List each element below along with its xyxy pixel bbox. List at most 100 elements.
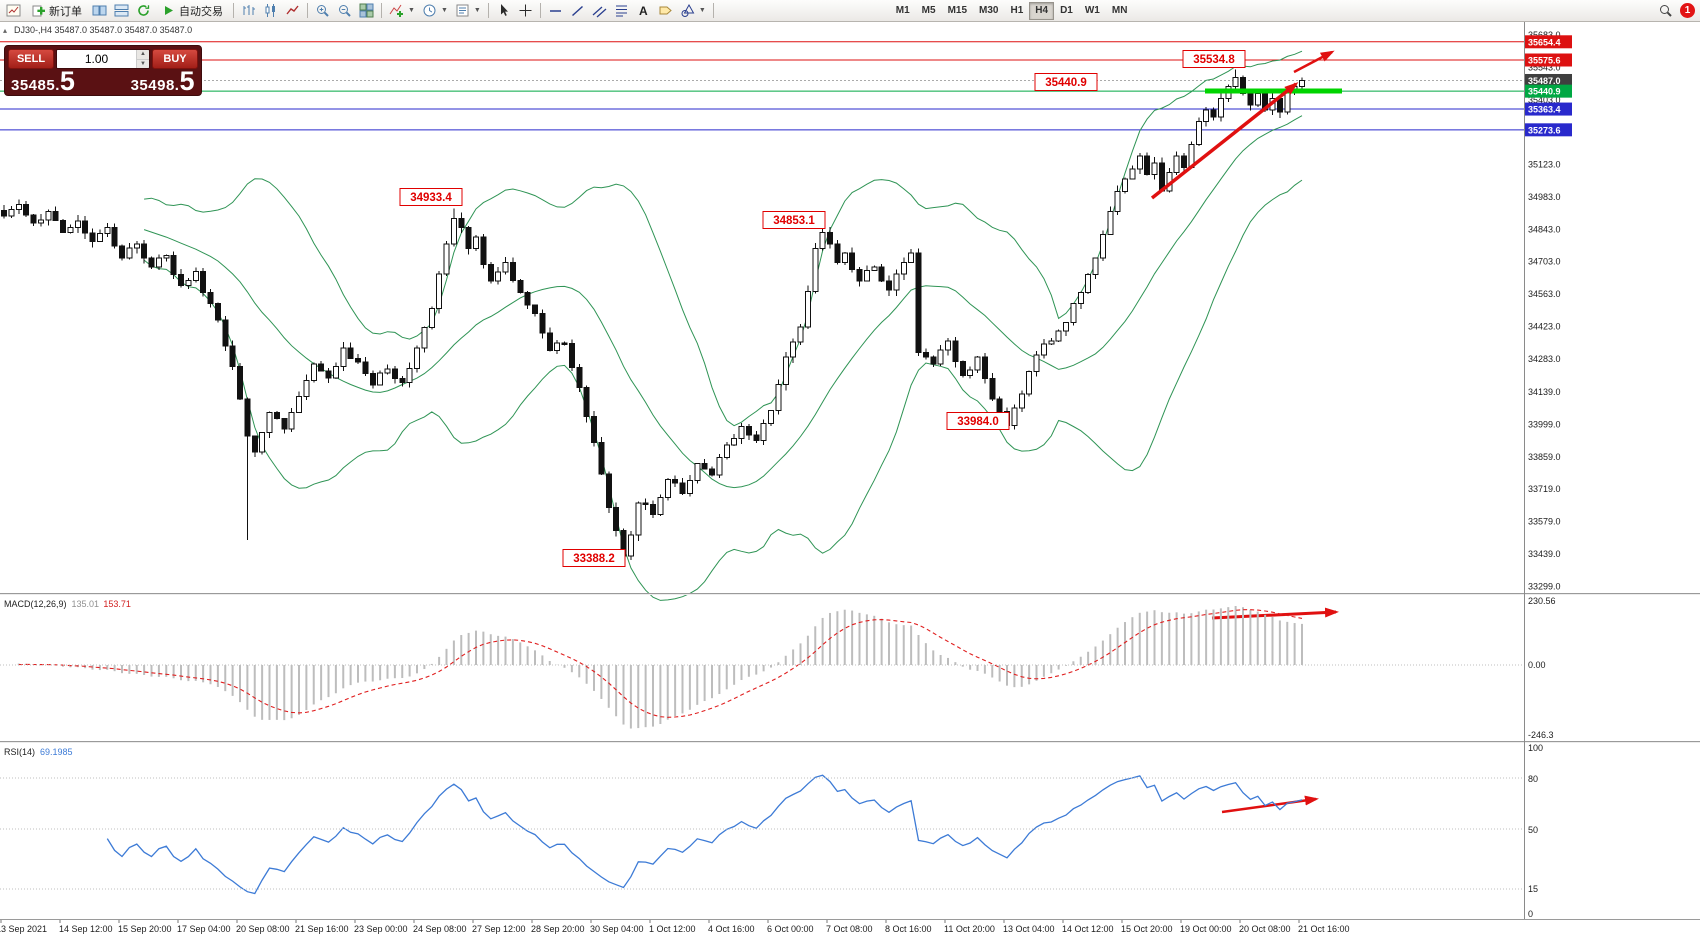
- sell-button[interactable]: SELL: [8, 49, 54, 69]
- candle: [1195, 120, 1202, 146]
- auto-trading-button[interactable]: 自动交易: [155, 1, 229, 21]
- one-click-collapse-icon[interactable]: ▴: [3, 26, 7, 35]
- timeframe-m1-button[interactable]: M1: [890, 2, 916, 20]
- rsi-scale-80: 80: [1528, 774, 1538, 784]
- channel-tool-button[interactable]: [589, 1, 610, 21]
- cursor-button[interactable]: [493, 1, 514, 21]
- templates-button[interactable]: ▼: [452, 1, 484, 21]
- timeframe-m15-button[interactable]: M15: [942, 2, 973, 20]
- market-watch-icon: [114, 4, 129, 17]
- price-axis-tick: 35403.0: [1528, 95, 1561, 105]
- profiles-button[interactable]: [89, 1, 110, 21]
- candle: [318, 363, 325, 372]
- shapes-tool-button[interactable]: ▼: [677, 1, 709, 21]
- panel-separator[interactable]: [0, 593, 1700, 594]
- fibonacci-tool-button[interactable]: [611, 1, 632, 21]
- time-axis-label: 13 Oct 04:00: [1003, 924, 1055, 934]
- svg-text:35273.6: 35273.6: [1528, 125, 1561, 135]
- chart-window-button[interactable]: [3, 1, 24, 21]
- channel-icon: [592, 6, 607, 18]
- panel-separator[interactable]: [0, 741, 1700, 742]
- search-button[interactable]: [1655, 1, 1676, 21]
- candle: [406, 368, 413, 384]
- buy-button[interactable]: BUY: [152, 49, 198, 69]
- candle: [1240, 76, 1246, 95]
- tile-windows-button[interactable]: [356, 1, 377, 21]
- candle: [178, 274, 184, 287]
- crosshair-icon: [519, 4, 532, 17]
- candle: [296, 396, 302, 414]
- candle: [399, 377, 406, 384]
- refresh-button[interactable]: [133, 1, 154, 21]
- line-chart-button[interactable]: [282, 1, 303, 21]
- indicators-button[interactable]: ▼: [386, 1, 418, 21]
- candle: [391, 368, 398, 379]
- price-annotation-box: [562, 549, 626, 567]
- price-annotation-label: 34853.1: [773, 215, 815, 227]
- rsi-scale-15: 15: [1528, 884, 1538, 894]
- candle: [155, 257, 162, 268]
- chevron-down-icon: ▼: [408, 7, 415, 14]
- fibonacci-icon: [615, 5, 627, 17]
- candle: [952, 340, 959, 363]
- zoom-out-button[interactable]: [334, 1, 355, 21]
- candle: [266, 412, 273, 433]
- candle: [237, 365, 243, 400]
- candle: [1099, 234, 1106, 259]
- candle: [111, 227, 118, 247]
- time-axis-label: 13 Sep 2021: [0, 924, 47, 934]
- timeframe-w1-button[interactable]: W1: [1079, 2, 1106, 20]
- timeframe-h1-button[interactable]: H1: [1004, 2, 1029, 20]
- candle: [495, 271, 502, 282]
- timeframe-h4-button[interactable]: H4: [1029, 1, 1055, 20]
- notification-badge[interactable]: 1: [1680, 3, 1695, 18]
- text-tool-button[interactable]: A: [633, 1, 654, 21]
- rsi-scale-0: 0: [1528, 909, 1533, 919]
- templates-icon: [456, 4, 469, 17]
- candle: [1063, 322, 1069, 332]
- price-tag: [1525, 73, 1572, 87]
- candle: [996, 398, 1003, 413]
- candle: [229, 345, 236, 367]
- timeframe-mn-button[interactable]: MN: [1106, 2, 1134, 20]
- periods-button[interactable]: ▼: [419, 1, 451, 21]
- zoom-in-button[interactable]: [312, 1, 333, 21]
- bar-chart-button[interactable]: [238, 1, 259, 21]
- candle: [1055, 330, 1062, 342]
- label-tool-button[interactable]: [655, 1, 676, 21]
- new-order-button[interactable]: 新订单: [25, 1, 88, 21]
- horizontal-line-tool-button[interactable]: [545, 1, 566, 21]
- chevron-down-icon: ▼: [440, 7, 448, 14]
- timeframe-m5-button[interactable]: M5: [916, 2, 942, 20]
- candle: [546, 332, 553, 351]
- candlestick-chart-button[interactable]: [260, 1, 281, 21]
- candle: [52, 211, 59, 222]
- lot-decrease-button[interactable]: ▼: [137, 58, 149, 68]
- candle: [812, 248, 819, 292]
- rsi-label: RSI(14) 69.1985: [4, 747, 73, 757]
- time-axis-label: 15 Oct 20:00: [1121, 924, 1173, 934]
- price-axis-tick: 33579.0: [1528, 517, 1561, 527]
- candle: [347, 347, 354, 359]
- candle: [1247, 93, 1254, 106]
- chart-canvas[interactable]: 34933.4 34853.1 33388.2 33984.0 35440.9 35534…: [0, 22, 1700, 939]
- crosshair-button[interactable]: [515, 1, 536, 21]
- lot-increase-button[interactable]: ▲: [137, 50, 149, 59]
- timeframe-m30-button[interactable]: M30: [973, 2, 1004, 20]
- trend-arrow: [1293, 50, 1335, 74]
- text-tool-icon: A: [638, 3, 648, 18]
- price-annotation-box: [762, 211, 826, 229]
- trendline-tool-button[interactable]: [567, 1, 588, 21]
- svg-text:35363.4: 35363.4: [1528, 105, 1561, 115]
- candle: [37, 219, 44, 224]
- market-watch-button[interactable]: [111, 1, 132, 21]
- price-axis-tick: 34283.0: [1528, 354, 1561, 364]
- timeframe-d1-button[interactable]: D1: [1054, 2, 1079, 20]
- candle: [74, 220, 81, 228]
- candle: [930, 356, 937, 365]
- candle: [67, 226, 74, 233]
- lot-size-input[interactable]: [57, 50, 136, 68]
- tile-windows-icon: [359, 3, 374, 18]
- candle: [104, 227, 111, 235]
- candle: [613, 506, 620, 532]
